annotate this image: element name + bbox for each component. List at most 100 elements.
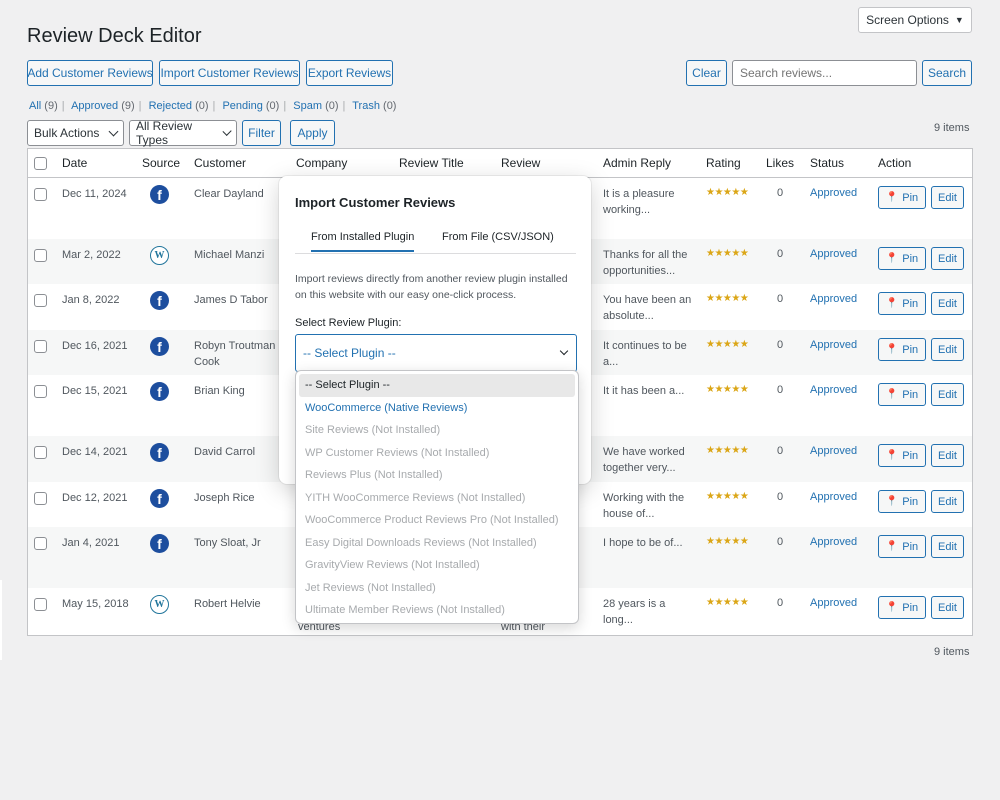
view-pending-link[interactable]: Pending (222, 100, 263, 112)
view-trash-link[interactable]: Trash (352, 100, 380, 112)
bulk-actions-select[interactable]: Bulk Actions (27, 120, 124, 146)
dropdown-option[interactable]: WooCommerce Product Reviews Pro (Not Ins… (305, 514, 559, 527)
view-rejected-link[interactable]: Rejected (148, 100, 193, 112)
edit-button[interactable]: Edit (931, 490, 964, 513)
row-checkbox[interactable] (34, 446, 47, 459)
facebook-icon: f (150, 291, 169, 310)
col-status: Status (810, 156, 845, 170)
clear-button[interactable]: Clear (686, 60, 727, 86)
plugin-dropdown-list: -- Select Plugin -- WooCommerce (Native … (295, 370, 579, 624)
edit-button[interactable]: Edit (931, 186, 964, 209)
status-link[interactable]: Approved (810, 339, 858, 351)
dropdown-option[interactable]: GravityView Reviews (Not Installed) (305, 559, 480, 572)
pin-button[interactable]: 📍 Pin (878, 186, 926, 209)
status-link[interactable]: Approved (810, 597, 858, 609)
review-types-select[interactable]: All Review Types (129, 119, 237, 147)
pin-button[interactable]: 📍 Pin (878, 338, 926, 361)
search-input[interactable] (732, 60, 917, 86)
import-reviews-button[interactable]: Import Customer Reviews (159, 60, 300, 86)
pin-button[interactable]: 📍 Pin (878, 535, 926, 558)
table-header: Date Source Customer Company Review Titl… (28, 149, 972, 178)
row-checkbox[interactable] (34, 249, 47, 262)
select-all-checkbox[interactable] (34, 157, 47, 170)
pin-button[interactable]: 📍 Pin (878, 383, 926, 406)
view-count: (9) (44, 100, 58, 112)
dropdown-option[interactable]: YITH WooCommerce Reviews (Not Installed) (305, 491, 526, 504)
pin-label: Pin (902, 449, 919, 462)
pin-icon: 📍 (885, 541, 899, 552)
dropdown-option[interactable]: Site Reviews (Not Installed) (305, 424, 441, 437)
edit-button[interactable]: Edit (931, 444, 964, 467)
dropdown-option[interactable]: WooCommerce (Native Reviews) (305, 401, 468, 414)
status-link[interactable]: Approved (810, 445, 858, 457)
search-button[interactable]: Search (922, 60, 972, 86)
col-date[interactable]: Date (62, 156, 88, 170)
col-rating[interactable]: Rating (706, 156, 741, 170)
filter-button[interactable]: Filter (242, 120, 281, 146)
row-checkbox[interactable] (34, 340, 47, 353)
view-count: (0) (195, 100, 209, 112)
dropdown-option[interactable]: WP Customer Reviews (Not Installed) (305, 446, 490, 459)
row-review: with their (501, 621, 546, 633)
edit-button[interactable]: Edit (931, 292, 964, 315)
status-link[interactable]: Approved (810, 491, 858, 503)
add-reviews-button[interactable]: Add Customer Reviews (27, 60, 153, 86)
rating-stars: ★★★★★ (706, 491, 749, 502)
dropdown-option[interactable]: Jet Reviews (Not Installed) (305, 581, 436, 594)
row-checkbox[interactable] (34, 188, 47, 201)
col-customer[interactable]: Customer (194, 156, 247, 170)
pin-button[interactable]: 📍 Pin (878, 292, 926, 315)
edit-button[interactable]: Edit (931, 338, 964, 361)
status-link[interactable]: Approved (810, 187, 858, 199)
table-row: Dec 11, 2024 f Clear Dayland It is a ple… (28, 178, 972, 239)
row-customer: Clear Dayland (194, 188, 264, 200)
status-link[interactable]: Approved (810, 384, 858, 396)
facebook-icon: f (150, 443, 169, 462)
modal-title: Import Customer Reviews (295, 195, 456, 210)
row-checkbox[interactable] (34, 385, 47, 398)
status-link[interactable]: Approved (810, 293, 858, 305)
tab-from-file[interactable]: From File (CSV/JSON) (442, 231, 554, 243)
pin-button[interactable]: 📍 Pin (878, 247, 926, 270)
row-checkbox[interactable] (34, 537, 47, 550)
pin-label: Pin (902, 191, 919, 204)
chevron-down-icon (108, 126, 119, 136)
edit-button[interactable]: Edit (931, 247, 964, 270)
edit-button[interactable]: Edit (931, 535, 964, 558)
dropdown-option[interactable]: Ultimate Member Reviews (Not Installed) (305, 604, 505, 617)
pin-button[interactable]: 📍 Pin (878, 596, 926, 619)
row-admin-reply: It it has been a... (603, 385, 685, 397)
dropdown-option[interactable]: Reviews Plus (Not Installed) (305, 469, 443, 482)
row-checkbox[interactable] (34, 294, 47, 307)
pin-button[interactable]: 📍 Pin (878, 444, 926, 467)
row-checkbox[interactable] (34, 598, 47, 611)
plugin-select[interactable]: -- Select Plugin -- (295, 334, 577, 372)
row-customer: Robyn Troutman Cook (194, 340, 276, 368)
row-customer: Brian King (194, 385, 245, 397)
edit-button[interactable]: Edit (931, 383, 964, 406)
rating-stars: ★★★★★ (706, 187, 749, 198)
edit-button[interactable]: Edit (931, 596, 964, 619)
dropdown-option[interactable]: -- Select Plugin -- (299, 374, 575, 397)
row-likes: 0 (777, 248, 784, 260)
status-link[interactable]: Approved (810, 248, 858, 260)
view-spam-link[interactable]: Spam (293, 100, 323, 112)
page-title: Review Deck Editor (27, 25, 202, 47)
row-admin-reply: Working with the house of... (603, 492, 685, 520)
row-checkbox[interactable] (34, 492, 47, 505)
dropdown-option[interactable]: Easy Digital Downloads Reviews (Not Inst… (305, 536, 537, 549)
pin-button[interactable]: 📍 Pin (878, 490, 926, 513)
row-date: Dec 14, 2021 (62, 446, 128, 458)
screen-options-button[interactable]: Screen Options ▼ (858, 7, 972, 33)
col-source: Source (142, 156, 181, 170)
col-company: Company (296, 156, 348, 170)
col-likes: Likes (766, 156, 795, 170)
export-reviews-button[interactable]: Export Reviews (306, 60, 393, 86)
status-link[interactable]: Approved (810, 536, 858, 548)
pin-icon: 📍 (885, 298, 899, 309)
tab-installed-plugin[interactable]: From Installed Plugin (311, 231, 415, 252)
view-approved-link[interactable]: Approved (71, 100, 119, 112)
apply-button[interactable]: Apply (290, 120, 335, 146)
view-all-link[interactable]: All (29, 100, 42, 112)
col-review-title: Review Title (399, 156, 464, 170)
